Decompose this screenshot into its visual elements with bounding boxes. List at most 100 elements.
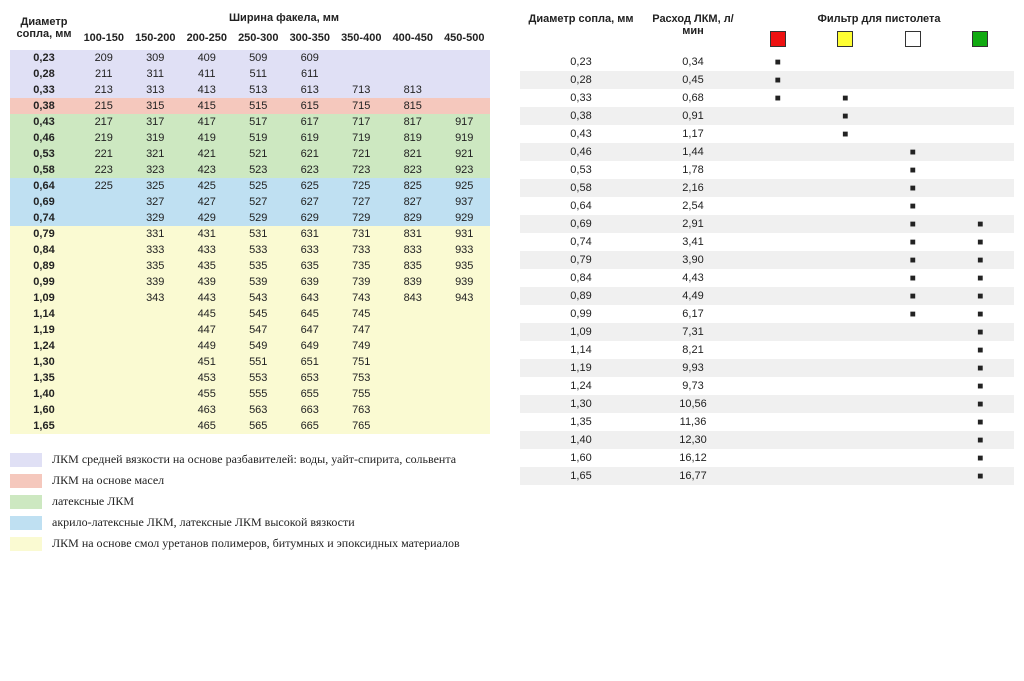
cell-value: 211 <box>78 66 130 82</box>
row-diameter: 0,79 <box>10 226 78 242</box>
legend-item: латексные ЛКМ <box>10 494 490 509</box>
table-row: 0,461,44■ <box>520 143 1014 161</box>
width-col-header: 200-250 <box>181 30 233 50</box>
cell-value: 615 <box>284 98 336 114</box>
legend-swatch <box>10 495 42 509</box>
filter-mark <box>744 413 811 431</box>
filter-mark <box>879 89 946 107</box>
filter-mark: ■ <box>879 269 946 287</box>
legend-swatch <box>10 474 42 488</box>
cell-value: 625 <box>284 178 336 194</box>
cell-value: 423 <box>181 162 233 178</box>
table-row: 1,199,93■ <box>520 359 1014 377</box>
row-diameter: 0,64 <box>520 197 642 215</box>
cell-value <box>78 258 130 274</box>
filter-mark: ■ <box>879 251 946 269</box>
table-row: 1,6016,12■ <box>520 449 1014 467</box>
cell-value: 745 <box>336 306 388 322</box>
cell-value: 445 <box>181 306 233 322</box>
filter-mark <box>811 377 878 395</box>
table-row: 1,148,21■ <box>520 341 1014 359</box>
cell-value <box>130 386 182 402</box>
cell-value: 523 <box>233 162 285 178</box>
cell-value: 655 <box>284 386 336 402</box>
filter-mark <box>811 179 878 197</box>
row-diameter: 0,89 <box>520 287 642 305</box>
filter-mark <box>744 287 811 305</box>
cell-value: 511 <box>233 66 285 82</box>
cell-value: 743 <box>336 290 388 306</box>
cell-value: 313 <box>130 82 182 98</box>
table-row: 0,743,41■■ <box>520 233 1014 251</box>
filter-mark <box>811 323 878 341</box>
row-flow: 0,45 <box>642 71 744 89</box>
row-diameter: 1,65 <box>520 467 642 485</box>
table-row: 1,19447547647747 <box>10 322 490 338</box>
cell-value: 653 <box>284 370 336 386</box>
filter-mark <box>811 359 878 377</box>
cell-value <box>387 354 439 370</box>
legend-swatch <box>10 537 42 551</box>
cell-value: 527 <box>233 194 285 210</box>
cell-value: 639 <box>284 274 336 290</box>
row-diameter: 0,74 <box>520 233 642 251</box>
cell-value: 921 <box>439 146 491 162</box>
legend-text: латексные ЛКМ <box>52 494 134 509</box>
table-row: 1,3511,36■ <box>520 413 1014 431</box>
row-diameter: 0,28 <box>520 71 642 89</box>
row-flow: 2,91 <box>642 215 744 233</box>
cell-value: 343 <box>130 290 182 306</box>
table-row: 0,230,34■ <box>520 53 1014 71</box>
cell-value: 937 <box>439 194 491 210</box>
cell-value: 463 <box>181 402 233 418</box>
cell-value: 555 <box>233 386 285 402</box>
cell-value: 739 <box>336 274 388 290</box>
cell-value <box>439 402 491 418</box>
cell-value: 611 <box>284 66 336 82</box>
cell-value: 429 <box>181 210 233 226</box>
cell-value: 411 <box>181 66 233 82</box>
legend-swatch <box>10 516 42 530</box>
table-row: 0,330,68■■ <box>520 89 1014 107</box>
cell-value: 465 <box>181 418 233 434</box>
cell-value: 727 <box>336 194 388 210</box>
table-row: 1,60463563663763 <box>10 402 490 418</box>
cell-value <box>130 370 182 386</box>
row-diameter: 0,53 <box>10 146 78 162</box>
filter-mark <box>879 71 946 89</box>
table-row: 1,249,73■ <box>520 377 1014 395</box>
filter-chip-grn <box>972 31 988 47</box>
cell-value: 645 <box>284 306 336 322</box>
row-diameter: 0,99 <box>520 305 642 323</box>
cell-value: 733 <box>336 242 388 258</box>
cell-value: 627 <box>284 194 336 210</box>
cell-value <box>439 322 491 338</box>
cell-value: 829 <box>387 210 439 226</box>
row-flow: 9,73 <box>642 377 744 395</box>
cell-value <box>78 370 130 386</box>
row-flow: 9,93 <box>642 359 744 377</box>
filter-mark <box>811 197 878 215</box>
cell-value: 717 <box>336 114 388 130</box>
table-row: 1,6516,77■ <box>520 467 1014 485</box>
cell-value <box>78 274 130 290</box>
cell-value: 833 <box>387 242 439 258</box>
cell-value: 333 <box>130 242 182 258</box>
legend-swatch <box>10 453 42 467</box>
cell-value <box>78 210 130 226</box>
filter-mark: ■ <box>811 107 878 125</box>
cell-value <box>439 354 491 370</box>
legend-item: акрило-латексные ЛКМ, латексные ЛКМ высо… <box>10 515 490 530</box>
cell-value: 923 <box>439 162 491 178</box>
cell-value <box>439 306 491 322</box>
cell-value: 419 <box>181 130 233 146</box>
legend-text: ЛКМ на основе масел <box>52 473 164 488</box>
row-flow: 1,44 <box>642 143 744 161</box>
filter-mark <box>811 161 878 179</box>
filter-mark <box>744 251 811 269</box>
row-diameter: 1,30 <box>520 395 642 413</box>
filter-mark: ■ <box>946 341 1014 359</box>
row-flow: 3,41 <box>642 233 744 251</box>
row-flow: 3,90 <box>642 251 744 269</box>
cell-value: 327 <box>130 194 182 210</box>
